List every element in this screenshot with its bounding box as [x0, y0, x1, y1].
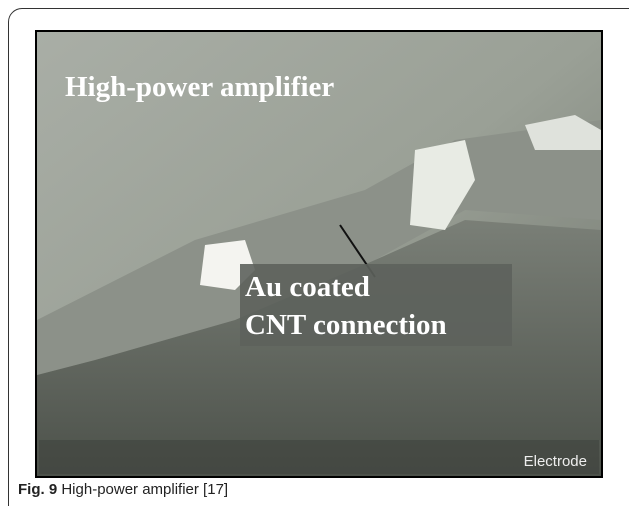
caption-text: High-power amplifier [17]: [61, 481, 229, 498]
shadow: [39, 440, 599, 474]
image-title: High-power amplifier: [65, 71, 334, 103]
sem-image: High-power amplifier Au coated CNT conne…: [35, 30, 603, 478]
highlight: [525, 115, 601, 150]
annotation-box: [240, 264, 512, 346]
annotation: CNT connection: [245, 309, 447, 341]
figure-frame: [8, 8, 629, 506]
corner-label: Electrode: [524, 453, 587, 470]
annotation: Au coated: [245, 271, 370, 303]
caption: Fig. 9 High-power amplifier [17]: [18, 481, 228, 498]
figure-label: Fig. 9: [18, 481, 58, 498]
highlight: [410, 140, 475, 230]
